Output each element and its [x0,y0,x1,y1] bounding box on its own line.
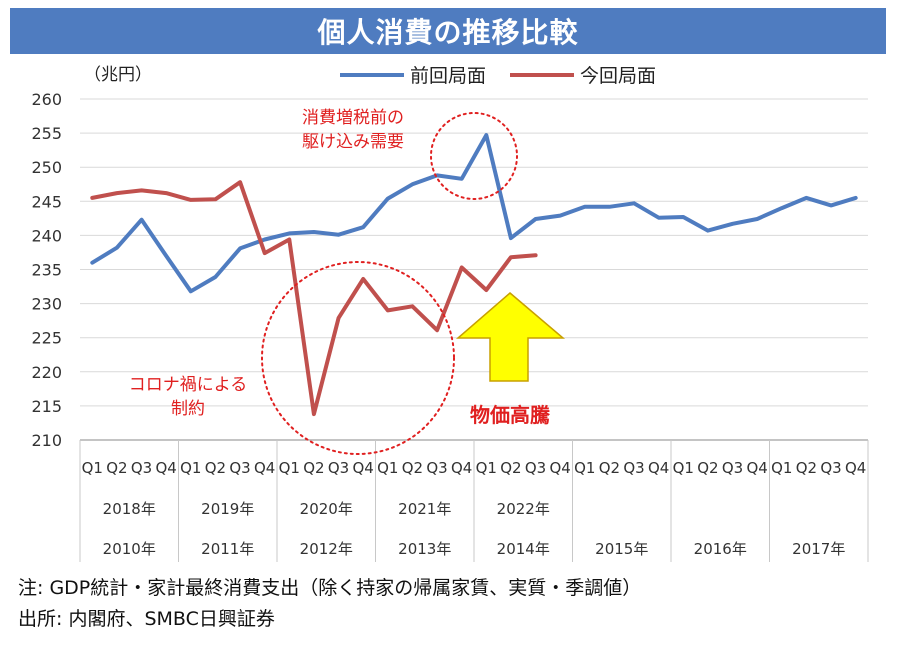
x-tick-label: Q4 [156,459,177,477]
y-tick-label: 210 [31,431,62,450]
x-tick-label: Q1 [180,459,201,477]
x-tick-label: Q3 [131,459,152,477]
annotation-circle-tax-hike [430,112,518,200]
x-tick-label: Q1 [82,459,103,477]
x-tick-label: Q2 [697,459,718,477]
year-label-previous: 2015年 [595,540,648,558]
y-tick-label: 260 [31,90,62,109]
source-note: 注: GDP統計・家計最終消費支出（除く持家の帰属家賃、実質・季調値） [18,577,642,599]
x-tick-label: Q1 [476,459,497,477]
x-tick-label: Q3 [229,459,250,477]
x-tick-label: Q4 [550,459,571,477]
annotation-label-covid: 制約 [171,399,205,419]
annotation-label-tax-hike: 消費増税前の [302,108,404,128]
x-tick-label: Q3 [722,459,743,477]
y-tick-label: 225 [31,329,62,348]
x-tick-label: Q4 [845,459,866,477]
y-tick-label: 245 [31,192,62,211]
x-tick-label: Q1 [771,459,792,477]
x-tick-label: Q1 [279,459,300,477]
x-tick-label: Q4 [747,459,768,477]
y-tick-label: 220 [31,363,62,382]
year-label-previous: 2016年 [694,540,747,558]
x-tick-label: Q2 [599,459,620,477]
annotation-label-covid: コロナ禍による [129,375,248,395]
x-tick-label: Q1 [673,459,694,477]
year-label-previous: 2012年 [300,540,353,558]
series-line-previous [90,133,858,294]
series-line-current [90,180,538,417]
y-tick-label: 255 [31,124,62,143]
x-tick-label: Q3 [525,459,546,477]
x-tick-label: Q4 [451,459,472,477]
legend-label: 今回局面 [580,65,656,87]
year-label-current: 2022年 [497,500,550,518]
x-tick-label: Q4 [353,459,374,477]
y-tick-label: 230 [31,295,62,314]
annotation-circle-covid [261,261,455,455]
y-tick-label: 240 [31,226,62,245]
year-label-previous: 2017年 [792,540,845,558]
x-tick-label: Q4 [648,459,669,477]
y-tick-label: 235 [31,261,62,280]
annotation-label-price-surge: 物価高騰 [470,403,551,427]
y-axis-label: （兆円） [84,65,152,85]
x-tick-label: Q2 [796,459,817,477]
x-tick-label: Q2 [303,459,324,477]
year-label-previous: 2010年 [103,540,156,558]
chart-title: 個人消費の推移比較 [10,8,886,54]
x-tick-label: Q3 [820,459,841,477]
source-credit: 出所: 内閣府、SMBC日興証券 [18,608,275,630]
y-tick-label: 250 [31,158,62,177]
annotation-arrow-up [455,292,566,382]
year-label-previous: 2011年 [201,540,254,558]
legend-label: 前回局面 [410,65,486,87]
x-tick-label: Q3 [426,459,447,477]
annotation-label-tax-hike: 駆け込み需要 [302,132,404,152]
y-tick-label: 215 [31,397,62,416]
year-label-current: 2019年 [201,500,254,518]
x-tick-label: Q2 [205,459,226,477]
year-label-current: 2021年 [398,500,451,518]
year-label-previous: 2013年 [398,540,451,558]
x-tick-label: Q3 [328,459,349,477]
x-tick-label: Q3 [623,459,644,477]
x-tick-label: Q2 [500,459,521,477]
year-label-current: 2020年 [300,500,353,518]
x-tick-label: Q2 [106,459,127,477]
x-tick-label: Q1 [574,459,595,477]
year-label-current: 2018年 [103,500,156,518]
x-tick-label: Q4 [254,459,275,477]
x-tick-label: Q1 [377,459,398,477]
x-tick-label: Q2 [402,459,423,477]
year-label-previous: 2014年 [497,540,550,558]
